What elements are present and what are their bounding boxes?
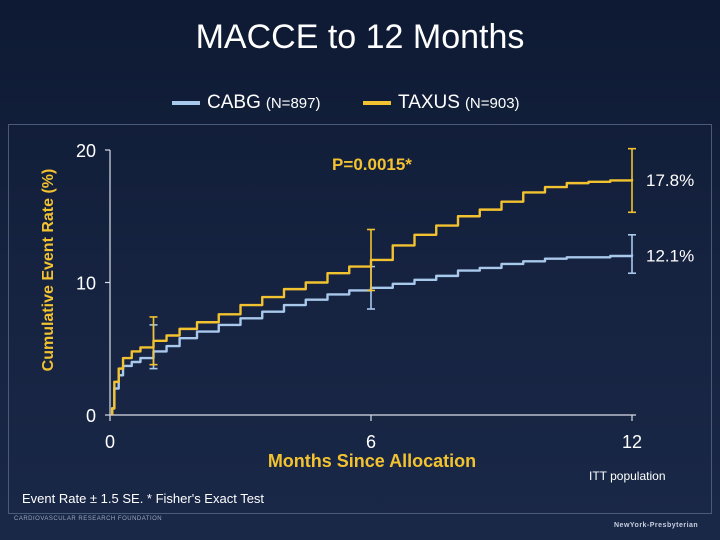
legend-swatch-cabg xyxy=(172,101,200,105)
x-tick-label: 0 xyxy=(105,432,115,452)
legend-label-cabg: CABG xyxy=(207,92,261,113)
slide-title: MACCE to 12 Months xyxy=(195,18,525,56)
chart-legend: CABG (N=897) TAXUS (N=903) xyxy=(0,92,720,116)
legend-label-taxus: TAXUS xyxy=(398,92,460,113)
legend-item-cabg: CABG (N=897) xyxy=(172,92,320,114)
legend-swatch-taxus xyxy=(363,101,391,105)
y-axis-label: Cumulative Event Rate (%) xyxy=(40,168,57,372)
error-bar-cabg xyxy=(628,234,636,275)
chart-panel xyxy=(8,124,712,514)
error-bar-taxus xyxy=(628,147,636,214)
series-line-cabg xyxy=(110,254,634,415)
y-tick-label: 0 xyxy=(86,406,96,426)
legend-item-taxus: TAXUS (N=903) xyxy=(363,92,520,114)
legend-count-taxus: (N=903) xyxy=(464,94,520,112)
end-label-taxus: 17.8% xyxy=(646,171,694,190)
legend-count-cabg: (N=897) xyxy=(265,94,321,112)
series-line-taxus xyxy=(110,179,634,415)
y-tick-label: 10 xyxy=(76,274,96,294)
footnote: Event Rate ± 1.5 SE. * Fisher's Exact Te… xyxy=(22,491,265,506)
x-tick-label: 6 xyxy=(366,432,376,452)
error-bar-taxus xyxy=(367,228,375,292)
org-logo-left: CARDIOVASCULAR RESEARCH FOUNDATION xyxy=(14,516,163,522)
x-axis-label: Months Since Allocation xyxy=(267,451,477,471)
org-logo-right: NewYork-Presbyterian xyxy=(614,522,699,529)
end-label-cabg: 12.1% xyxy=(646,247,694,266)
x-tick-label: 12 xyxy=(622,432,642,452)
error-bar-taxus xyxy=(149,316,158,366)
population-note: ITT population xyxy=(589,469,666,483)
y-tick-label: 20 xyxy=(76,141,96,161)
p-value-annotation: P=0.0015* xyxy=(332,155,412,174)
